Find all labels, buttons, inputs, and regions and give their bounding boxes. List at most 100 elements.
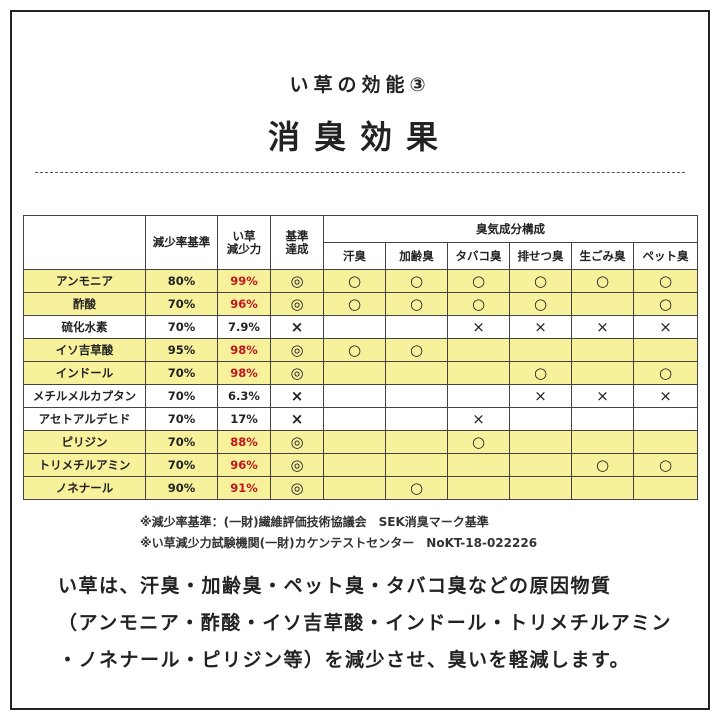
odor-cell [509, 338, 572, 362]
header-cell: い草 減少力 [217, 215, 271, 270]
odor-cell: ○ [571, 269, 634, 293]
rate-cell: 70% [145, 315, 218, 339]
header-cell: 排せつ臭 [509, 242, 572, 270]
name-cell: イソ吉草酸 [23, 338, 146, 362]
achieved-cell: ◎ [270, 292, 324, 316]
header-cell: タバコ臭 [447, 242, 510, 270]
achieved-cell: × [270, 384, 324, 408]
header-cell [23, 215, 146, 270]
body-line: （アンモニア・酢酸・イソ吉草酸・インドール・トリメチルアミン [58, 612, 672, 634]
odor-cell [571, 430, 634, 454]
power-cell: 88% [217, 430, 271, 454]
table-row: ノネナール 90% 91% ◎ ○ [23, 476, 699, 500]
name-cell: メチルメルカプタン [23, 384, 146, 408]
odor-cell [385, 453, 448, 477]
header-cell: 基準 達成 [270, 215, 324, 270]
odor-cell [509, 407, 572, 431]
odor-cell [571, 361, 634, 385]
body-line: ・ノネナール・ピリジン等）を減少させ、臭いを軽減します。 [58, 649, 631, 671]
power-cell: 96% [217, 292, 271, 316]
table-row: トリメチルアミン 70% 96% ◎ ○ ○ [23, 453, 699, 477]
odor-cell [323, 407, 386, 431]
table-row: イソ吉草酸 95% 98% ◎ ○ ○ [23, 338, 699, 362]
odor-cell: ○ [385, 269, 448, 293]
header-line: い草 [232, 228, 256, 243]
body-line: い草は、汗臭・加齢臭・ペット臭・タバコ臭などの原因物質 [58, 575, 612, 597]
achieved-cell: ◎ [270, 453, 324, 477]
header-line: 基準 [285, 228, 309, 243]
header-cell: 加齢臭 [385, 242, 448, 270]
title: 消臭効果 [267, 118, 452, 156]
odor-cell [632, 476, 699, 500]
power-cell: 98% [217, 361, 271, 385]
rate-cell: 70% [145, 430, 218, 454]
table-row: 酢酸 70% 96% ◎ ○ ○ ○ ○ ○ [23, 292, 699, 316]
achieved-cell: ◎ [270, 269, 324, 293]
odor-cell [323, 476, 386, 500]
table-row: アセトアルデヒド 70% 17% × × [23, 407, 699, 431]
power-cell: 6.3% [217, 384, 271, 408]
odor-cell: ○ [632, 292, 699, 316]
odor-cell [571, 407, 634, 431]
name-cell: トリメチルアミン [23, 453, 146, 477]
header-cell: 生ごみ臭 [571, 242, 634, 270]
odor-cell: ○ [323, 338, 386, 362]
table-row: アンモニア 80% 99% ◎ ○ ○ ○ ○ ○ ○ [23, 269, 699, 293]
rate-cell: 70% [145, 292, 218, 316]
power-cell: 96% [217, 453, 271, 477]
odor-cell: ○ [447, 430, 510, 454]
achieved-cell: × [270, 407, 324, 431]
odor-cell: ○ [632, 361, 699, 385]
odor-cell [385, 407, 448, 431]
odor-cell: ○ [323, 269, 386, 293]
header-cell: 汗臭 [323, 242, 386, 270]
odor-cell: ○ [509, 361, 572, 385]
odor-cell [571, 476, 634, 500]
odor-cell: ○ [509, 292, 572, 316]
odor-cell: ○ [385, 476, 448, 500]
odor-cell [385, 315, 448, 339]
odor-cell: × [509, 384, 572, 408]
odor-cell [323, 361, 386, 385]
odor-cell [447, 361, 510, 385]
odor-cell: ○ [385, 338, 448, 362]
odor-cell: ○ [571, 453, 634, 477]
rate-cell: 70% [145, 384, 218, 408]
power-cell: 98% [217, 338, 271, 362]
odor-cell [632, 430, 699, 454]
header-cell: 減少率基準 [145, 215, 218, 270]
divider [35, 172, 685, 173]
odor-cell [509, 476, 572, 500]
odor-cell [385, 384, 448, 408]
achieved-cell: ◎ [270, 361, 324, 385]
achieved-cell: ◎ [270, 430, 324, 454]
odor-cell [509, 453, 572, 477]
power-cell: 91% [217, 476, 271, 500]
odor-cell [447, 338, 510, 362]
table-row: ピリジン 70% 88% ◎ ○ [23, 430, 699, 454]
header-line: 達成 [285, 241, 309, 256]
name-cell: 硫化水素 [23, 315, 146, 339]
odor-cell [632, 407, 699, 431]
odor-cell: × [447, 315, 510, 339]
name-cell: インドール [23, 361, 146, 385]
frame [10, 10, 710, 710]
odor-cell: ○ [447, 269, 510, 293]
table-row: 減少率基準 い草 減少力 基準 達成 臭気成分構成 [23, 215, 699, 270]
achieved-cell: × [270, 315, 324, 339]
rate-cell: 80% [145, 269, 218, 293]
name-cell: ノネナール [23, 476, 146, 500]
table-row: メチルメルカプタン 70% 6.3% × × × × [23, 384, 699, 408]
odor-cell [447, 384, 510, 408]
name-cell: 酢酸 [23, 292, 146, 316]
note: ※い草減少力試験機関(一財)カケンテストセンター NoKT-18-022226 [140, 536, 538, 550]
power-cell: 17% [217, 407, 271, 431]
rate-cell: 70% [145, 453, 218, 477]
rate-cell: 90% [145, 476, 218, 500]
odor-cell [509, 430, 572, 454]
odor-cell: × [509, 315, 572, 339]
odor-cell [632, 338, 699, 362]
odor-cell: × [632, 384, 699, 408]
rate-cell: 70% [145, 361, 218, 385]
table-row: 硫化水素 70% 7.9% × × × × × [23, 315, 699, 339]
